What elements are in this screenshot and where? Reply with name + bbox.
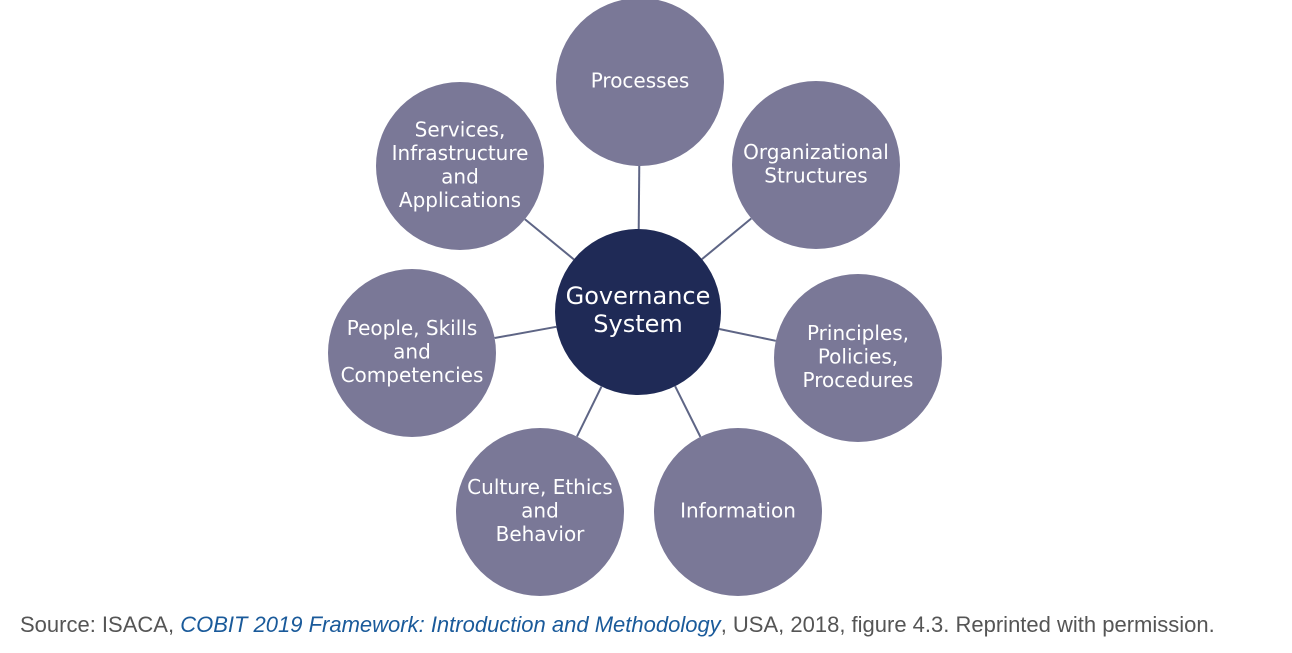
connector-principles-policies-procedures xyxy=(719,328,776,342)
source-caption: Source: ISACA, COBIT 2019 Framework: Int… xyxy=(20,612,1292,638)
center-circle xyxy=(555,229,721,395)
node-label-culture-ethics-behavior-line-2: and xyxy=(521,499,559,523)
node-circle-culture-ethics-behavior xyxy=(456,428,624,596)
node-label-culture-ethics-behavior-line-1: Culture, Ethics xyxy=(467,475,613,499)
node-circle-processes xyxy=(556,0,724,166)
connectors xyxy=(494,165,776,438)
connector-organizational-structures xyxy=(701,217,752,260)
caption-title-link[interactable]: COBIT 2019 Framework: Introduction and M… xyxy=(180,612,721,637)
node-label-people-skills-competencies-line-3: Competencies xyxy=(341,363,484,387)
node-label-services-infrastructure-applications-line-3: and xyxy=(441,164,479,188)
connector-processes xyxy=(637,165,641,230)
node-label-organizational-structures-line-1: Organizational xyxy=(743,140,889,164)
node-information: Information xyxy=(654,428,822,596)
node-label-organizational-structures-line-2: Structures xyxy=(764,163,867,187)
node-label-culture-ethics-behavior-line-3: Behavior xyxy=(496,522,586,546)
center-label-line-1: Governance xyxy=(566,282,711,310)
caption-prefix: Source: ISACA, xyxy=(20,612,181,637)
node-label-services-infrastructure-applications-line-4: Applications xyxy=(399,188,521,212)
node-label-principles-policies-procedures-line-2: Policies, xyxy=(818,345,898,369)
node-label-services-infrastructure-applications-line-2: Infrastructure xyxy=(392,141,529,165)
node-processes: Processes xyxy=(556,0,724,166)
node-circle-people-skills-competencies xyxy=(328,269,496,437)
center-label-line-2: System xyxy=(593,310,683,338)
node-label-services-infrastructure-applications-line-1: Services, xyxy=(415,117,506,141)
node-circle-services-infrastructure-applications xyxy=(376,82,544,250)
node-principles-policies-procedures: Principles,Policies,Procedures xyxy=(774,274,942,442)
node-label-people-skills-competencies-line-2: and xyxy=(393,340,431,364)
node-circle-information xyxy=(654,428,822,596)
node-label-information-line-1: Information xyxy=(680,499,796,523)
node-label-people-skills-competencies-line-1: People, Skills xyxy=(347,316,478,340)
node-label-principles-policies-procedures-line-3: Procedures xyxy=(803,368,914,392)
node-circle-principles-policies-procedures xyxy=(774,274,942,442)
connector-people-skills-competencies xyxy=(494,325,557,339)
connector-information xyxy=(674,385,702,438)
connector-culture-ethics-behavior xyxy=(576,386,603,438)
node-label-processes-line-1: Processes xyxy=(591,69,690,93)
caption-suffix: , USA, 2018, figure 4.3. Reprinted with … xyxy=(720,612,1215,637)
connector-services-infrastructure-applications xyxy=(524,218,575,261)
node-label-principles-policies-procedures-line-1: Principles, xyxy=(807,321,909,345)
node-circle-organizational-structures xyxy=(732,81,900,249)
